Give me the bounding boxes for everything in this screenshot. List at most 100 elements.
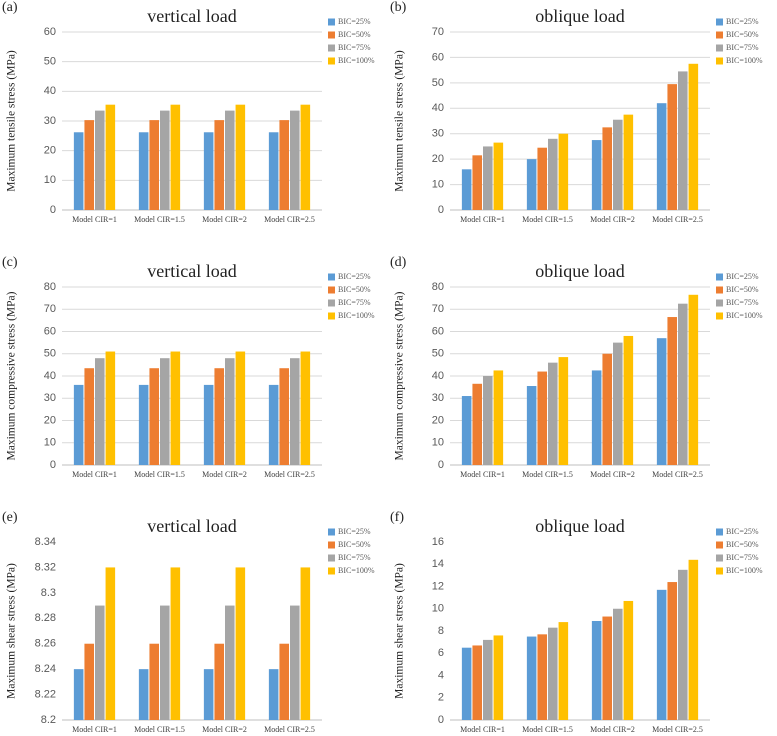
- y-tick-label: 60: [432, 51, 444, 63]
- y-tick-label: 8.26: [35, 638, 56, 650]
- y-tick-label: 0: [438, 714, 444, 726]
- y-tick-label: 10: [432, 178, 444, 190]
- bar: [73, 132, 84, 210]
- bar: [279, 368, 289, 465]
- bar: [95, 110, 105, 210]
- bar: [558, 357, 569, 465]
- y-tick-label: 50: [44, 56, 56, 68]
- bar: [268, 384, 279, 465]
- panel-label: (d): [390, 255, 407, 270]
- legend-label: BIC=100%: [338, 56, 375, 65]
- legend-swatch: [328, 286, 335, 294]
- chart-title: oblique load: [535, 261, 624, 281]
- bar: [105, 104, 116, 210]
- legend-label: BIC=50%: [338, 540, 371, 549]
- x-tick-label: Model CIR=2.5: [652, 470, 703, 479]
- y-axis-label: Maximum shear stress (MPa): [6, 563, 18, 699]
- y-tick-label: 30: [44, 392, 56, 404]
- y-tick-label: 20: [44, 145, 56, 157]
- y-tick-label: 0: [438, 459, 444, 471]
- legend-swatch: [328, 567, 335, 575]
- bar: [678, 303, 688, 465]
- y-tick-label: 30: [432, 392, 444, 404]
- legend-label: BIC=25%: [338, 17, 371, 26]
- bar: [279, 120, 289, 210]
- bar: [483, 146, 493, 210]
- legend-label: BIC=50%: [726, 540, 759, 549]
- bar: [483, 639, 493, 720]
- bar: [472, 155, 482, 210]
- y-tick-label: 10: [432, 603, 444, 615]
- legend-label: BIC=25%: [726, 17, 759, 26]
- legend-swatch: [716, 299, 723, 307]
- y-tick-label: 60: [44, 26, 56, 38]
- bar: [472, 383, 482, 465]
- y-tick-label: 8.2: [41, 714, 56, 726]
- bar: [225, 358, 235, 465]
- bar: [235, 351, 246, 465]
- chart-title: oblique load: [535, 516, 624, 536]
- y-axis-label: Maximum shear stress (MPa): [394, 563, 406, 699]
- y-tick-label: 8.3: [41, 587, 56, 599]
- y-tick-label: 8: [438, 625, 444, 637]
- legend-swatch: [716, 44, 723, 52]
- bar: [214, 368, 224, 465]
- y-tick-label: 50: [44, 348, 56, 360]
- bar: [461, 169, 472, 210]
- y-tick-label: 70: [432, 26, 444, 38]
- bar: [613, 119, 623, 210]
- bar: [214, 643, 224, 720]
- y-tick-label: 50: [432, 77, 444, 89]
- bar: [483, 376, 493, 465]
- bar: [138, 669, 149, 720]
- y-tick-label: 0: [50, 204, 56, 216]
- legend-label: BIC=25%: [726, 272, 759, 281]
- panel-label: (e): [2, 510, 18, 525]
- panel-label: (a): [2, 0, 18, 15]
- y-tick-label: 8.28: [35, 612, 56, 624]
- bar: [170, 104, 181, 210]
- legend-label: BIC=100%: [726, 566, 763, 575]
- bar: [203, 132, 214, 210]
- bar: [461, 396, 472, 465]
- legend-label: BIC=75%: [726, 43, 759, 52]
- x-tick-label: Model CIR=1: [460, 215, 505, 224]
- bar: [537, 147, 547, 210]
- bar: [548, 362, 558, 465]
- y-axis-label: Maximum tensile stress (MPa): [6, 50, 18, 192]
- x-tick-label: Model CIR=1: [72, 215, 117, 224]
- bar: [290, 110, 300, 210]
- bar: [623, 114, 634, 210]
- bar: [149, 120, 159, 210]
- bar: [160, 358, 170, 465]
- x-tick-label: Model CIR=1.5: [522, 215, 573, 224]
- y-tick-label: 20: [44, 414, 56, 426]
- legend-swatch: [328, 312, 335, 320]
- y-axis-label: Maximum compressive stress (MPa): [6, 291, 18, 460]
- bar: [105, 351, 116, 465]
- x-tick-label: Model CIR=1.5: [522, 725, 573, 734]
- bar: [623, 600, 634, 720]
- legend-label: BIC=100%: [726, 56, 763, 65]
- legend-swatch: [328, 273, 335, 281]
- x-tick-label: Model CIR=1: [460, 470, 505, 479]
- x-tick-label: Model CIR=2: [202, 725, 247, 734]
- bar: [678, 569, 688, 720]
- legend-label: BIC=50%: [726, 285, 759, 294]
- y-tick-label: 40: [44, 85, 56, 97]
- y-tick-label: 50: [432, 348, 444, 360]
- bar: [268, 132, 279, 210]
- bar: [591, 140, 602, 210]
- bar: [203, 384, 214, 465]
- bar: [84, 643, 94, 720]
- bar: [290, 358, 300, 465]
- x-tick-label: Model CIR=1.5: [134, 470, 185, 479]
- legend-swatch: [328, 31, 335, 39]
- legend-swatch: [716, 273, 723, 281]
- bar: [591, 620, 602, 720]
- x-tick-label: Model CIR=1: [72, 470, 117, 479]
- y-tick-label: 30: [44, 115, 56, 127]
- y-tick-label: 40: [432, 102, 444, 114]
- legend-label: BIC=75%: [338, 298, 371, 307]
